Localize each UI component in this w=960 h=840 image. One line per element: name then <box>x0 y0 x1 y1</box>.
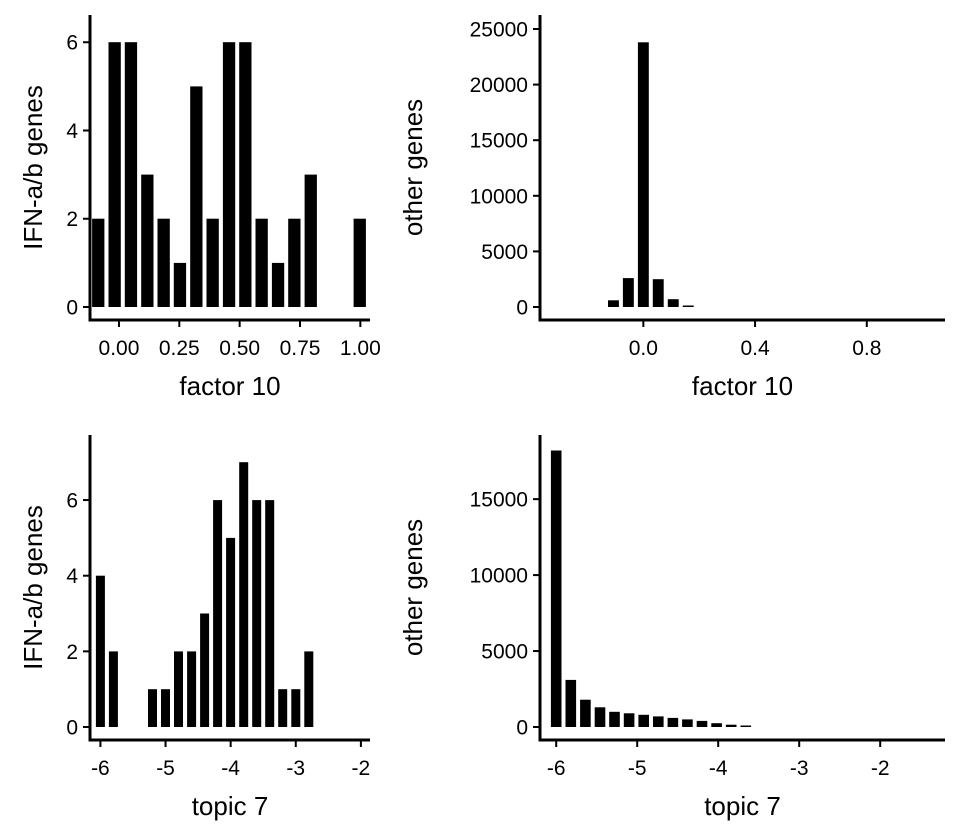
bar <box>711 723 722 727</box>
bar <box>682 719 693 727</box>
y-tick-label: 0 <box>66 717 78 740</box>
bar <box>222 42 236 307</box>
y-tick-label: 6 <box>66 32 78 55</box>
x-tick-label: 0.50 <box>219 337 260 360</box>
bar <box>608 300 619 307</box>
bar <box>288 218 301 307</box>
y-axis-title: other genes <box>398 99 428 236</box>
bar <box>187 651 197 727</box>
bar <box>740 725 752 727</box>
bar <box>108 42 121 307</box>
x-tick-label: -6 <box>91 757 110 780</box>
bar <box>594 707 606 727</box>
bar <box>623 713 635 727</box>
bar <box>200 613 210 727</box>
y-tick-label: 6 <box>66 490 78 513</box>
x-tick-label: 0.75 <box>280 337 321 360</box>
x-tick-label: -5 <box>628 757 647 780</box>
y-tick-label: 25000 <box>470 19 528 42</box>
y-tick-label: 4 <box>66 565 78 588</box>
bar <box>95 575 105 727</box>
x-axis-title: topic 7 <box>192 791 269 821</box>
bar <box>255 218 268 307</box>
bar <box>667 299 679 307</box>
bar <box>161 689 170 727</box>
x-axis-title: factor 10 <box>692 371 793 401</box>
bar <box>174 651 183 727</box>
bar <box>239 462 249 727</box>
bar <box>696 720 708 727</box>
x-tick-label: -3 <box>790 757 809 780</box>
bar <box>638 714 649 727</box>
y-tick-label: 0 <box>516 717 528 740</box>
panel-factor10-other: 0 5000 10000 15000 20000 25000 0.0 0.4 0.8 factor… <box>398 15 945 401</box>
x-tick-label: -4 <box>221 757 240 780</box>
bar <box>92 218 105 307</box>
y-tick-label: 10000 <box>470 565 528 588</box>
bar <box>278 689 288 727</box>
bar <box>353 218 366 307</box>
panel-factor10-ifn: 0 2 4 6 0.00 0.25 0.50 0.75 1.00 factor 10 IFN-a/b… <box>18 15 381 401</box>
bar <box>682 305 694 307</box>
x-tick-label: -4 <box>709 757 728 780</box>
bar <box>190 86 203 308</box>
bar <box>108 651 118 727</box>
bar <box>265 500 275 727</box>
bar <box>252 500 262 727</box>
bar <box>580 699 591 727</box>
x-tick-label: 1.00 <box>340 337 381 360</box>
y-axis-title: IFN-a/b genes <box>18 505 48 670</box>
bar <box>622 278 634 307</box>
bar <box>173 262 187 307</box>
y-tick-label: 15000 <box>470 130 528 153</box>
panel-topic7-other: 0 5000 10000 15000 -6 -5 -4 -3 -2 topic 7 other ge… <box>398 435 945 821</box>
y-tick-label: 20000 <box>470 74 528 97</box>
panel-topic7-ifn: 0 2 4 6 -6 -5 -4 -3 -2 topic 7 IFN-a/b genes <box>18 435 370 821</box>
y-tick-label: 2 <box>66 641 78 664</box>
x-tick-label: -6 <box>547 757 566 780</box>
bar <box>667 717 679 727</box>
bar <box>124 42 138 307</box>
x-tick-label: 0.0 <box>629 337 658 360</box>
y-tick-label: 10000 <box>470 185 528 208</box>
bar <box>565 679 577 727</box>
bar <box>271 262 285 307</box>
y-axis-title: other genes <box>398 519 428 656</box>
x-tick-label: -5 <box>156 757 175 780</box>
bar <box>304 174 317 307</box>
bar <box>157 218 170 307</box>
x-tick-label: -2 <box>352 757 371 780</box>
bar <box>206 218 219 307</box>
y-tick-label: 15000 <box>470 489 528 512</box>
bar <box>226 537 236 727</box>
x-axis-title: factor 10 <box>179 371 280 401</box>
bar <box>148 689 157 727</box>
x-tick-label: 0.4 <box>740 337 770 360</box>
bar <box>213 500 223 727</box>
y-axis-title: IFN-a/b genes <box>18 85 48 250</box>
bar <box>291 689 301 727</box>
bar <box>653 716 664 727</box>
y-tick-label: 5000 <box>481 641 528 664</box>
x-tick-label: 0.8 <box>852 337 881 360</box>
y-tick-label: 4 <box>66 120 78 143</box>
bar <box>725 724 737 727</box>
bar <box>550 450 562 727</box>
bar <box>637 42 649 308</box>
x-tick-label: -2 <box>871 757 890 780</box>
y-tick-label: 0 <box>516 297 528 320</box>
x-axis-title: topic 7 <box>704 791 781 821</box>
y-tick-label: 2 <box>66 208 78 231</box>
bar <box>239 42 252 307</box>
bar <box>304 651 314 727</box>
x-tick-label: 0.25 <box>159 337 200 360</box>
y-tick-label: 5000 <box>481 241 528 264</box>
y-tick-label: 0 <box>66 297 78 320</box>
x-tick-label: -3 <box>286 757 305 780</box>
bar <box>141 174 154 307</box>
x-tick-label: 0.00 <box>99 337 140 360</box>
bar <box>652 279 664 307</box>
bar <box>609 711 620 727</box>
